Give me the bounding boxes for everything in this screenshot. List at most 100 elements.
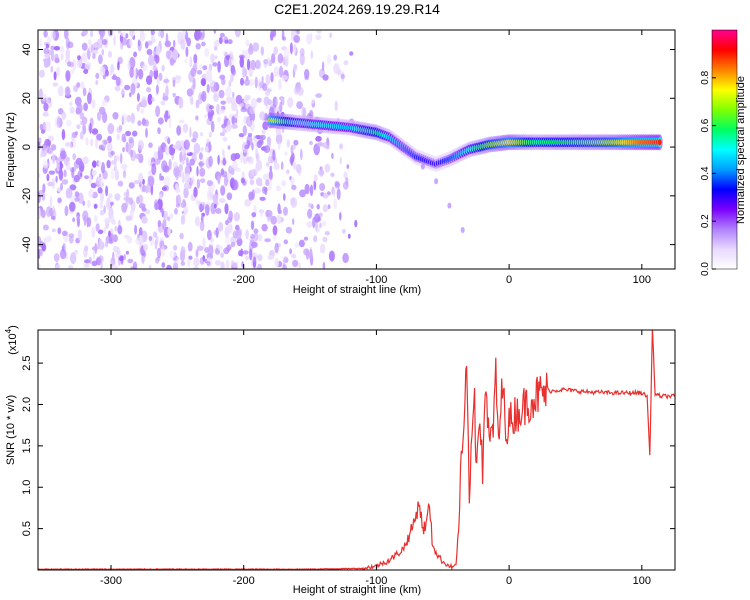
noise-blob bbox=[196, 69, 203, 75]
noise-blob bbox=[180, 261, 186, 266]
noise-blob bbox=[193, 186, 198, 198]
noise-blob bbox=[261, 129, 266, 135]
snr-ticks: -300 -200 -100 0 100 0.5 1.0 1.5 2.0 2.5 bbox=[21, 330, 675, 587]
noise-blob bbox=[220, 185, 226, 196]
snr-xlabel: Height of straight line (km) bbox=[293, 584, 421, 596]
noise-blob bbox=[153, 231, 158, 238]
noise-blob bbox=[82, 30, 88, 36]
noise-blob bbox=[215, 227, 219, 239]
noise-blob bbox=[267, 56, 271, 67]
noise-blob bbox=[105, 235, 113, 244]
noise-blob bbox=[46, 36, 52, 45]
noise-blob bbox=[333, 54, 338, 61]
spectrogram-xlabel: Height of straight line (km) bbox=[293, 284, 421, 296]
noise-blob bbox=[39, 123, 44, 131]
noise-blob bbox=[66, 157, 71, 162]
noise-blob bbox=[230, 96, 236, 106]
noise-blob bbox=[147, 54, 155, 66]
noise-blob bbox=[45, 43, 50, 49]
noise-blob bbox=[175, 195, 179, 205]
noise-blob bbox=[91, 226, 96, 238]
noise-blob bbox=[261, 76, 264, 83]
noise-blob bbox=[232, 91, 235, 98]
noise-blob bbox=[162, 165, 170, 173]
noise-blob bbox=[133, 67, 137, 77]
snr-multiplier-close: ) bbox=[7, 325, 19, 329]
noise-blob bbox=[46, 173, 50, 182]
noise-blob bbox=[137, 39, 141, 47]
noise-blob bbox=[189, 158, 195, 166]
noise-blob bbox=[136, 196, 140, 205]
noise-blob bbox=[208, 63, 213, 72]
noise-blob bbox=[122, 136, 127, 143]
noise-blob bbox=[213, 93, 219, 102]
noise-blob bbox=[112, 112, 119, 120]
noise-blob bbox=[224, 203, 229, 215]
noise-blob bbox=[283, 206, 288, 216]
noise-blob bbox=[65, 119, 72, 127]
noise-blob bbox=[273, 162, 280, 171]
y-tick-label: 40 bbox=[21, 43, 33, 55]
noise-blob bbox=[204, 47, 210, 58]
noise-blob bbox=[202, 237, 206, 249]
noise-blob bbox=[186, 149, 191, 154]
noise-blob bbox=[157, 220, 162, 228]
noise-blob bbox=[91, 128, 99, 135]
noise-blob bbox=[208, 131, 212, 138]
noise-blob bbox=[218, 36, 223, 45]
noise-blob bbox=[183, 139, 190, 150]
noise-blob bbox=[219, 32, 225, 38]
noise-blob bbox=[138, 227, 143, 237]
noise-blob bbox=[217, 245, 223, 251]
noise-blob bbox=[83, 215, 87, 227]
noise-blob bbox=[40, 148, 48, 157]
noise-blob bbox=[246, 115, 253, 128]
noise-blob bbox=[249, 60, 254, 70]
noise-blob bbox=[106, 159, 111, 169]
noise-blob bbox=[133, 180, 140, 185]
noise-blob bbox=[200, 147, 204, 152]
noise-blob bbox=[84, 61, 92, 70]
noise-blob bbox=[240, 151, 243, 164]
noise-blob bbox=[195, 115, 199, 121]
noise-blob bbox=[44, 53, 50, 58]
noise-blob bbox=[92, 250, 96, 260]
noise-blob bbox=[114, 193, 121, 201]
noise-blob bbox=[290, 197, 298, 209]
noise-blob bbox=[69, 184, 77, 191]
noise-blob bbox=[112, 251, 115, 261]
noise-blob bbox=[193, 266, 199, 269]
noise-blob bbox=[134, 224, 138, 235]
noise-blob bbox=[43, 102, 49, 112]
noise-blob bbox=[275, 185, 281, 192]
noise-blob bbox=[226, 244, 232, 252]
noise-blob bbox=[130, 149, 133, 158]
noise-blob bbox=[309, 32, 313, 40]
noise-blob bbox=[110, 150, 115, 156]
noise-blob bbox=[263, 59, 268, 69]
noise-blob bbox=[294, 64, 297, 70]
noise-blob bbox=[100, 261, 103, 269]
noise-blob bbox=[65, 142, 70, 147]
noise-blob bbox=[46, 206, 52, 218]
noise-blob bbox=[127, 258, 134, 264]
noise-blob bbox=[212, 62, 218, 67]
snr-multiplier: (x104) bbox=[4, 325, 19, 355]
noise-blob bbox=[218, 106, 222, 116]
noise-blob bbox=[47, 181, 54, 187]
colorbar: 0.0 0.2 0.4 0.6 0.8 Normalized spectral ampl… bbox=[700, 29, 747, 276]
noise-blob bbox=[258, 209, 265, 214]
noise-blob bbox=[221, 123, 227, 129]
noise-blob bbox=[208, 155, 213, 168]
noise-blob bbox=[202, 65, 208, 71]
noise-blob bbox=[84, 245, 89, 252]
noise-blob bbox=[259, 81, 265, 89]
snr-ylabel: SNR (10 * v/v) bbox=[5, 395, 17, 465]
noise-blob bbox=[88, 256, 92, 264]
noise-blob bbox=[176, 125, 182, 136]
noise-blob bbox=[165, 85, 169, 97]
noise-blob bbox=[52, 82, 59, 87]
noise-blob bbox=[244, 144, 250, 150]
